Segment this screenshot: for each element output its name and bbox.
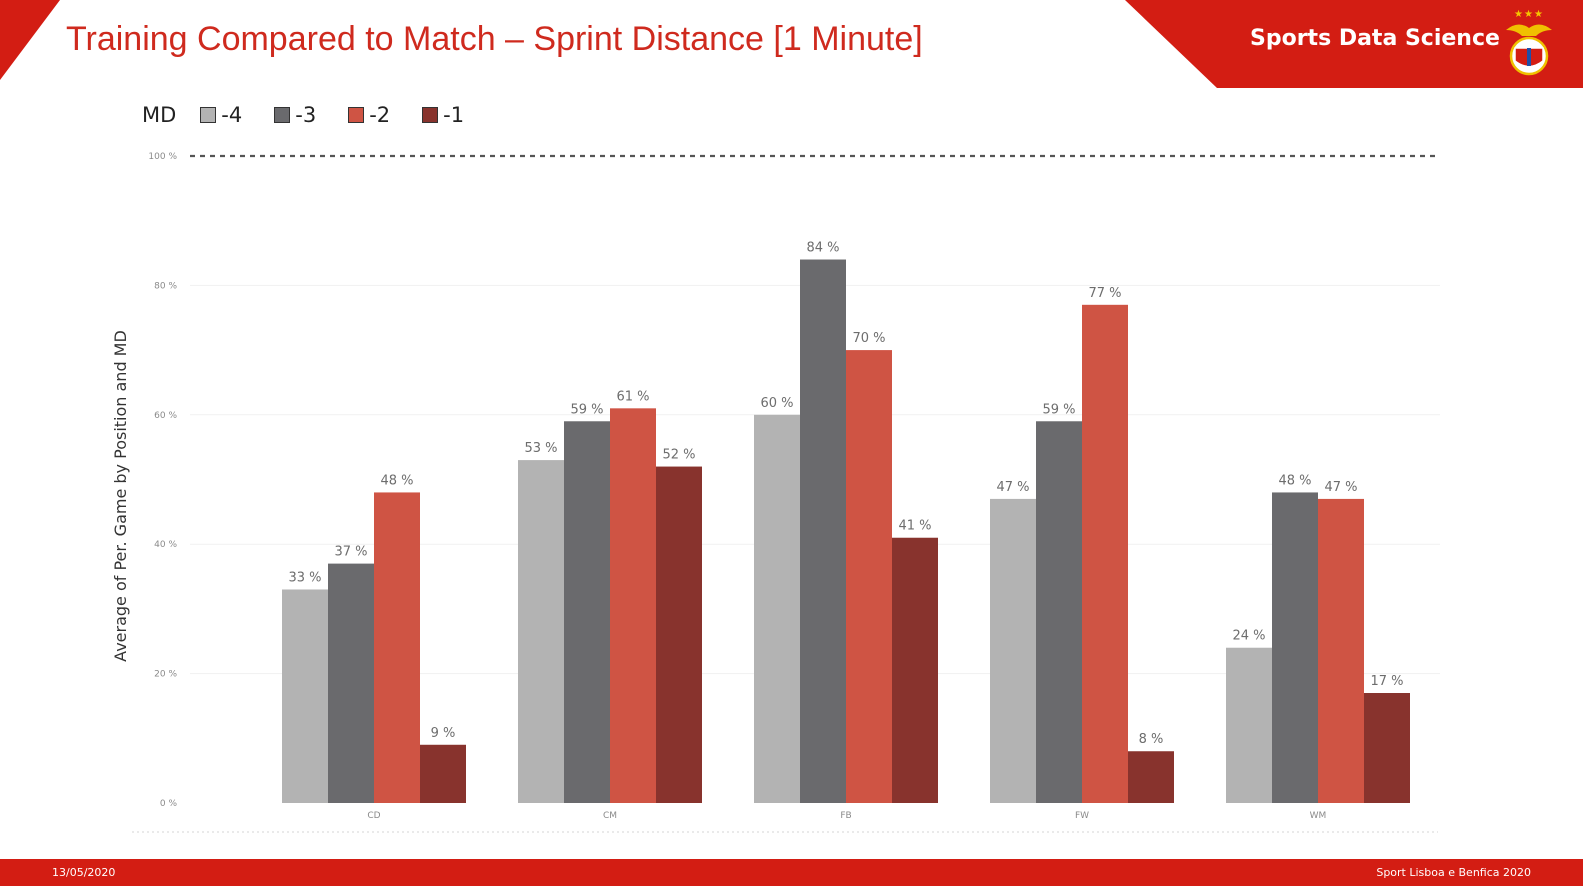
data-label: 52 %: [662, 448, 695, 463]
legend-label-md-4: -4: [221, 103, 243, 127]
bar-wm-md-4: [1226, 647, 1272, 803]
bar-fw-md-1: [1128, 751, 1174, 803]
data-label: 53 %: [524, 441, 557, 456]
legend-swatch-md-2: [348, 107, 365, 123]
bar-chart: 0 % 20 % 40 % 60 % 80 % 100 % Average of Per. …: [111, 152, 1440, 833]
slide-title: Training Compared to Match – Sprint Dist…: [66, 20, 923, 58]
bar-fw-md-3: [1036, 421, 1082, 803]
x-tick-label: FW: [1075, 811, 1089, 821]
footer-organization: Sport Lisboa e Benfica 2020: [1376, 866, 1531, 879]
bar-fb-md-3: [800, 259, 846, 803]
x-tick-label: CD: [367, 811, 380, 821]
legend-label-md-3: -3: [295, 103, 317, 127]
x-tick-label: WM: [1310, 811, 1327, 821]
bar-fb-md-4: [754, 414, 800, 803]
bar-cd-md-1: [420, 744, 466, 803]
bar-cd-md-2: [374, 492, 420, 803]
y-tick-label: 100 %: [148, 152, 177, 162]
legend-swatch-md-4: [200, 107, 217, 123]
data-label: 41 %: [898, 519, 931, 534]
legend-item-md-4: -4: [200, 103, 242, 127]
data-label: 47 %: [996, 480, 1029, 495]
y-tick-label: 20 %: [154, 670, 177, 680]
bar-cd-md-4: [282, 589, 328, 803]
chart-legend: MD -4 -3 -2 -1: [142, 100, 496, 130]
bar-cm-md-1: [656, 466, 702, 803]
bar-cd-md-3: [328, 563, 374, 803]
data-label: 17 %: [1370, 674, 1403, 689]
bar-cm-md-3: [564, 421, 610, 803]
data-label: 47 %: [1324, 480, 1357, 495]
bar-wm-md-3: [1272, 492, 1318, 803]
bar-fw-md-2: [1082, 304, 1128, 803]
bar-fb-md-2: [846, 350, 892, 803]
bar-wm-md-2: [1318, 498, 1364, 803]
y-tick-label: 80 %: [154, 281, 177, 291]
data-label: 60 %: [760, 396, 793, 411]
slide-footer: 13/05/2020 Sport Lisboa e Benfica 2020: [0, 859, 1583, 886]
y-axis-label: Average of Per. Game by Position and MD: [111, 330, 130, 662]
data-label: 59 %: [1042, 402, 1075, 417]
legend-label-md-1: -1: [443, 103, 465, 127]
data-label: 9 %: [431, 726, 456, 741]
data-label: 33 %: [288, 570, 321, 585]
legend-item-md-3: -3: [274, 103, 316, 127]
data-label: 77 %: [1088, 286, 1121, 301]
data-label: 24 %: [1232, 629, 1265, 644]
data-label: 70 %: [852, 331, 885, 346]
y-tick-label: 0 %: [160, 799, 178, 809]
data-label: 48 %: [1278, 473, 1311, 488]
legend-item-md-2: -2: [348, 103, 390, 127]
x-tick-label: CM: [603, 811, 617, 821]
bar-wm-md-1: [1364, 693, 1410, 803]
bar-fb-md-1: [892, 537, 938, 803]
data-label: 59 %: [570, 402, 603, 417]
bar-cm-md-2: [610, 408, 656, 803]
data-label: 8 %: [1139, 732, 1164, 747]
eagle-crest-icon: ★ ★ ★: [1506, 9, 1552, 76]
data-label: 37 %: [334, 545, 367, 560]
y-tick-label: 40 %: [154, 540, 177, 550]
data-label: 84 %: [806, 241, 839, 256]
footer-date: 13/05/2020: [52, 866, 116, 879]
legend-swatch-md-3: [274, 107, 291, 123]
brand-name: Sports Data Science: [1250, 26, 1500, 51]
svg-text:★: ★: [1534, 9, 1543, 20]
bar-cm-md-4: [518, 460, 564, 803]
legend-label-md-2: -2: [369, 103, 391, 127]
data-label: 48 %: [380, 473, 413, 488]
legend-swatch-md-1: [422, 107, 439, 123]
bar-fw-md-4: [990, 498, 1036, 803]
header-brand-banner: [1125, 0, 1583, 88]
header-corner-decoration: [0, 0, 60, 80]
legend-title: MD: [142, 103, 177, 127]
legend-item-md-1: -1: [422, 103, 464, 127]
svg-text:★: ★: [1524, 9, 1533, 20]
svg-text:★: ★: [1514, 9, 1523, 20]
x-tick-label: FB: [840, 811, 851, 821]
data-label: 61 %: [616, 389, 649, 404]
y-tick-label: 60 %: [154, 411, 177, 421]
